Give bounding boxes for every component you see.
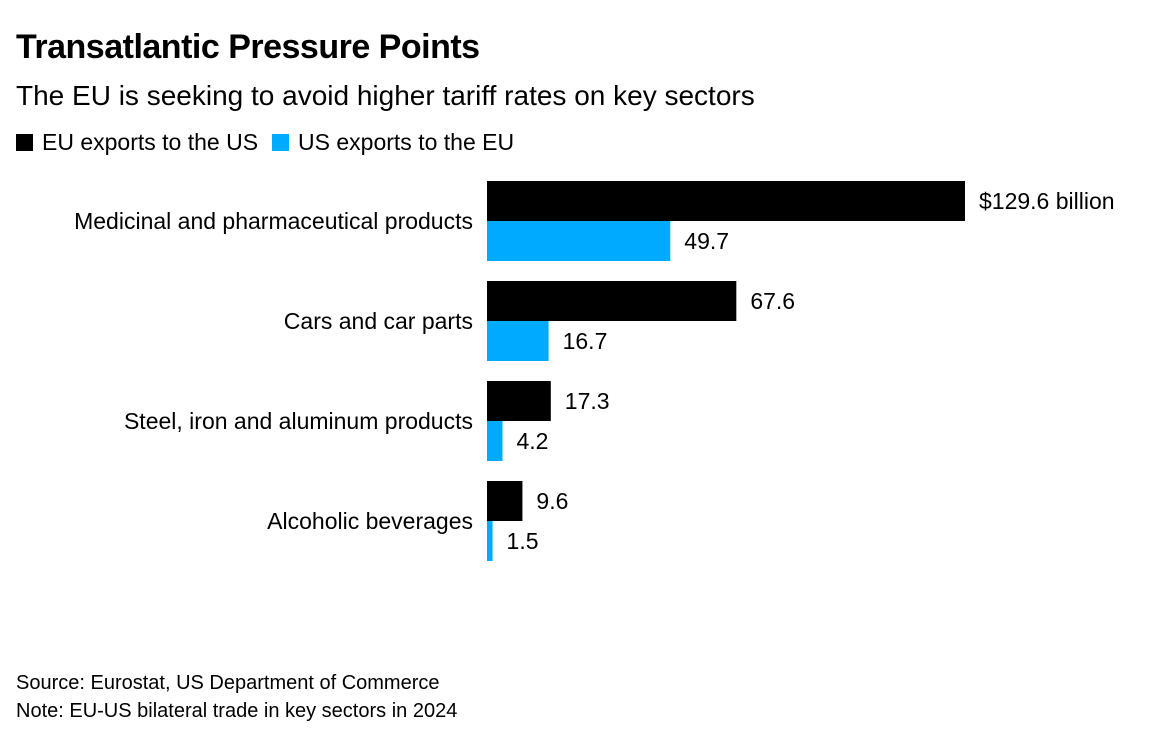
legend-label-us-exports: US exports to the EU <box>298 128 515 155</box>
value-label-eu-exports-steel-iron-and-aluminum-products: 17.3 <box>565 388 610 414</box>
legend-swatch-us-exports <box>272 133 290 151</box>
legend-item-us-exports: US exports to the EU <box>272 129 514 156</box>
value-label-us-exports-alcoholic-beverages: 1.5 <box>507 528 539 554</box>
source-note: Source: Eurostat, US Department of Comme… <box>16 672 440 694</box>
value-label-us-exports-cars-and-car-parts: 16.7 <box>563 328 608 354</box>
category-label-medicinal-and-pharmaceutical-products: Medicinal and pharmaceutical products <box>74 208 473 234</box>
category-label-steel-iron-and-aluminum-products: Steel, iron and aluminum products <box>124 408 473 434</box>
legend: EU exports to the US US exports to the E… <box>16 128 528 156</box>
bar-eu-exports-steel-iron-and-aluminum-products <box>487 381 551 421</box>
category-label-alcoholic-beverages: Alcoholic beverages <box>267 508 473 534</box>
bar-eu-exports-medicinal-and-pharmaceutical-products <box>487 181 965 221</box>
bar-eu-exports-cars-and-car-parts <box>487 281 737 321</box>
chart-subtitle: The EU is seeking to avoid higher tariff… <box>16 80 755 111</box>
bar-eu-exports-alcoholic-beverages <box>487 481 523 521</box>
chart-title: Transatlantic Pressure Points <box>16 28 480 66</box>
legend-item-eu-exports: EU exports to the US <box>16 129 258 156</box>
value-label-us-exports-steel-iron-and-aluminum-products: 4.2 <box>516 428 548 454</box>
value-label-eu-exports-medicinal-and-pharmaceutical-products: $129.6 billion <box>979 188 1115 214</box>
value-label-eu-exports-cars-and-car-parts: 67.6 <box>750 288 795 314</box>
bar-us-exports-cars-and-car-parts <box>487 321 549 361</box>
legend-swatch-eu-exports <box>16 133 33 151</box>
bar-us-exports-steel-iron-and-aluminum-products <box>487 421 503 461</box>
bar-chart: Medicinal and pharmaceutical products $12… <box>74 181 1115 561</box>
bar-us-exports-alcoholic-beverages <box>487 521 493 561</box>
footnote: Note: EU-US bilateral trade in key secto… <box>16 700 458 722</box>
bar-us-exports-medicinal-and-pharmaceutical-products <box>487 221 671 261</box>
value-label-us-exports-medicinal-and-pharmaceutical-products: 49.7 <box>684 228 729 254</box>
legend-label-eu-exports: EU exports to the US <box>42 128 259 155</box>
value-label-eu-exports-alcoholic-beverages: 9.6 <box>536 488 568 514</box>
category-label-cars-and-car-parts: Cars and car parts <box>284 308 473 334</box>
